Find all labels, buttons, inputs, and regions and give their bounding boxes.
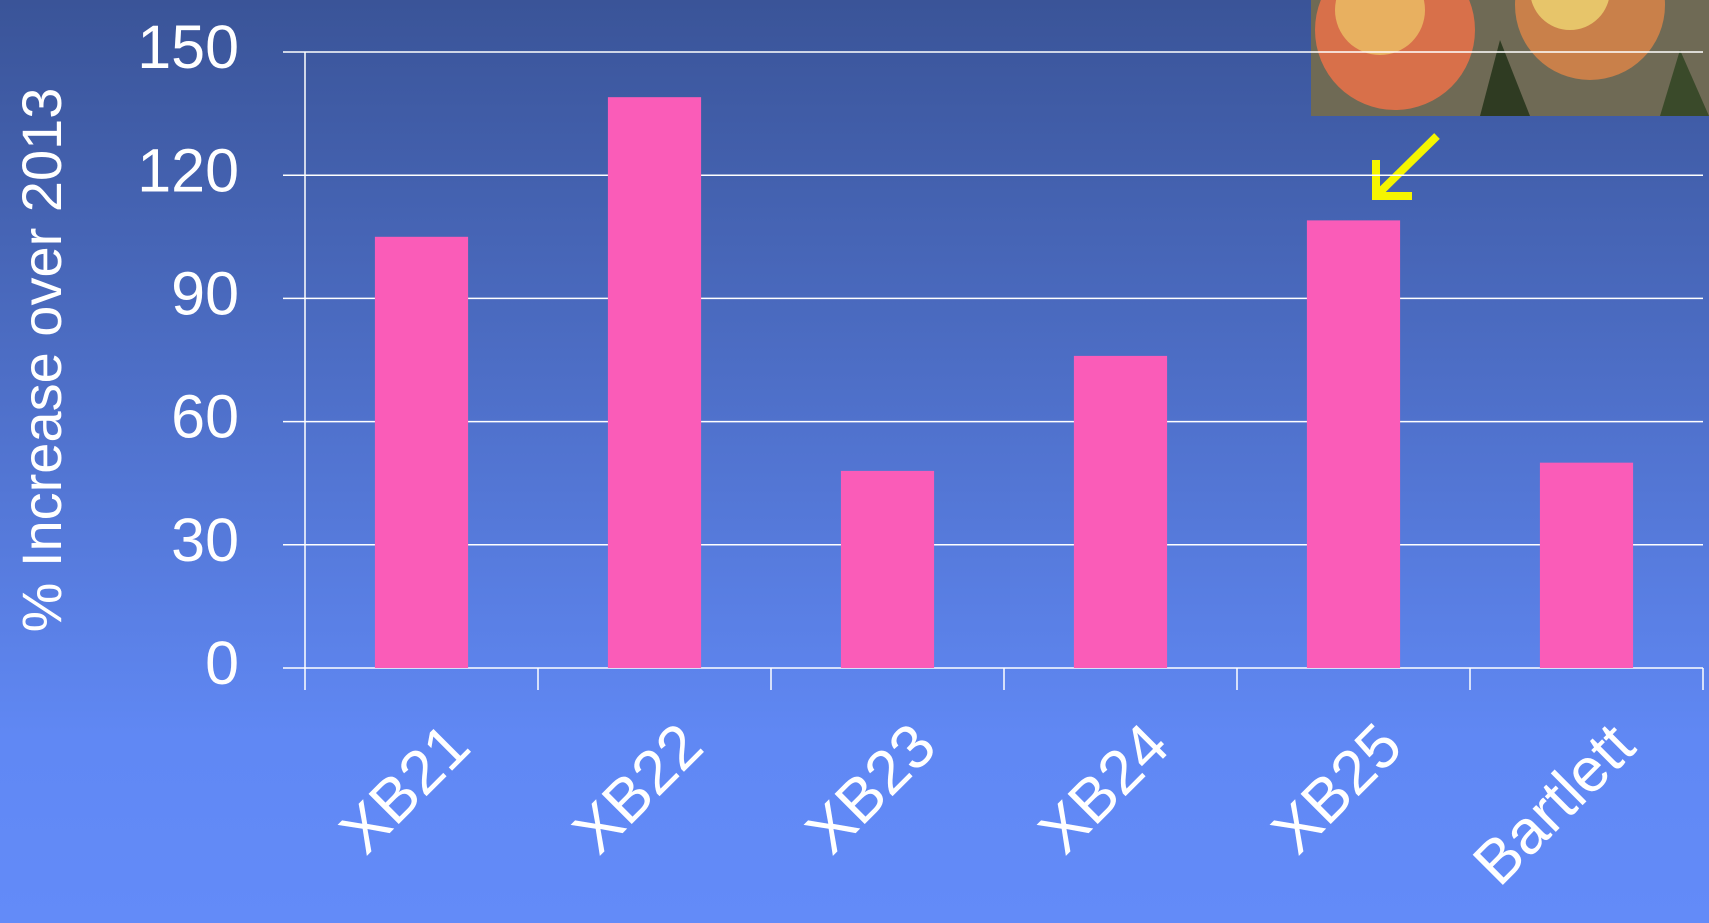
- y-tick-label: 150: [137, 13, 239, 81]
- y-axis-label: % Increase over 2013: [10, 88, 73, 633]
- y-tick-label: 120: [137, 136, 239, 204]
- bar: [840, 470, 935, 668]
- bar: [1306, 220, 1401, 668]
- y-tick-label: 60: [171, 383, 239, 451]
- bar: [1073, 355, 1168, 668]
- arrow: [1372, 133, 1440, 200]
- bar: [1539, 462, 1634, 668]
- y-tick-label: 90: [171, 260, 239, 328]
- photo: [1311, 0, 1709, 116]
- bar: [374, 236, 469, 669]
- y-tick-label: 30: [171, 506, 239, 574]
- y-tick-label: 0: [205, 629, 239, 697]
- bar: [607, 97, 702, 668]
